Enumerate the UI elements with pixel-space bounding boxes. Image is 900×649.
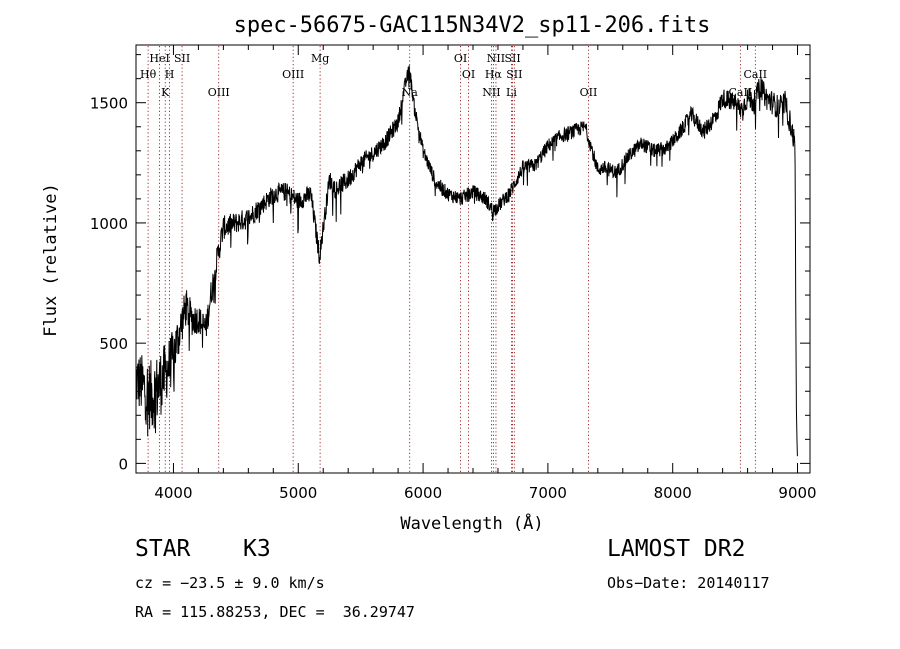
spectrum-line [135,65,798,457]
y-axis-ticks: 0 500 1000 1500 [90,54,810,473]
y-tick-label: 1500 [90,95,128,113]
line-label: OI [462,68,475,81]
x-tick-label: 6000 [404,484,442,502]
line-label: CaII [743,68,767,81]
object-class: STAR [135,536,191,562]
line-label: Li [506,86,517,99]
line-label: OIII [208,86,230,99]
line-label: OII [580,86,598,99]
y-tick-label: 1000 [90,215,128,233]
line-label: K [161,86,170,99]
redshift-velocity: cz = −23.5 ± 9.0 km/s [135,574,325,592]
plot-frame [135,44,811,474]
line-label: HeI [149,52,169,65]
x-axis-ticks: 4000 5000 6000 7000 8000 9000 [154,45,817,502]
line-label: CaII [729,86,753,99]
line-label: SII [174,52,190,65]
y-tick-label: 0 [118,455,128,473]
x-tick-label: 9000 [778,484,816,502]
chart-title: spec-56675-GAC115N34V2_sp11-206.fits [234,13,711,38]
x-tick-label: 7000 [529,484,567,502]
line-label: Hθ [140,68,157,81]
line-label: NII [482,86,500,99]
line-label: Na [402,86,419,99]
line-label: SII [504,52,520,65]
line-label: SII [506,68,522,81]
line-label: Hα [485,68,503,81]
line-label: OIII [282,68,304,81]
line-label: H [165,68,175,81]
x-tick-label: 8000 [654,484,692,502]
line-label: Mg [311,52,329,65]
x-tick-label: 4000 [154,484,192,502]
line-label: NII [487,52,505,65]
x-axis-label: Wavelength (Å) [400,512,543,534]
y-tick-label: 500 [99,335,128,353]
spectral-subclass: K3 [243,536,271,562]
y-axis-label: Flux (relative) [41,183,61,337]
line-label: OI [454,52,467,65]
observation-date: Obs−Date: 20140117 [607,574,770,592]
survey-name: LAMOST DR2 [607,536,746,562]
emission-line-labels: HθHeIKSIIHOIIIOIIIMgNaOIOINIINIIHαSIISII… [140,52,767,99]
coordinates: RA = 115.88253, DEC = 36.29747 [135,603,415,621]
emission-line-markers [147,46,756,472]
x-tick-label: 5000 [279,484,317,502]
